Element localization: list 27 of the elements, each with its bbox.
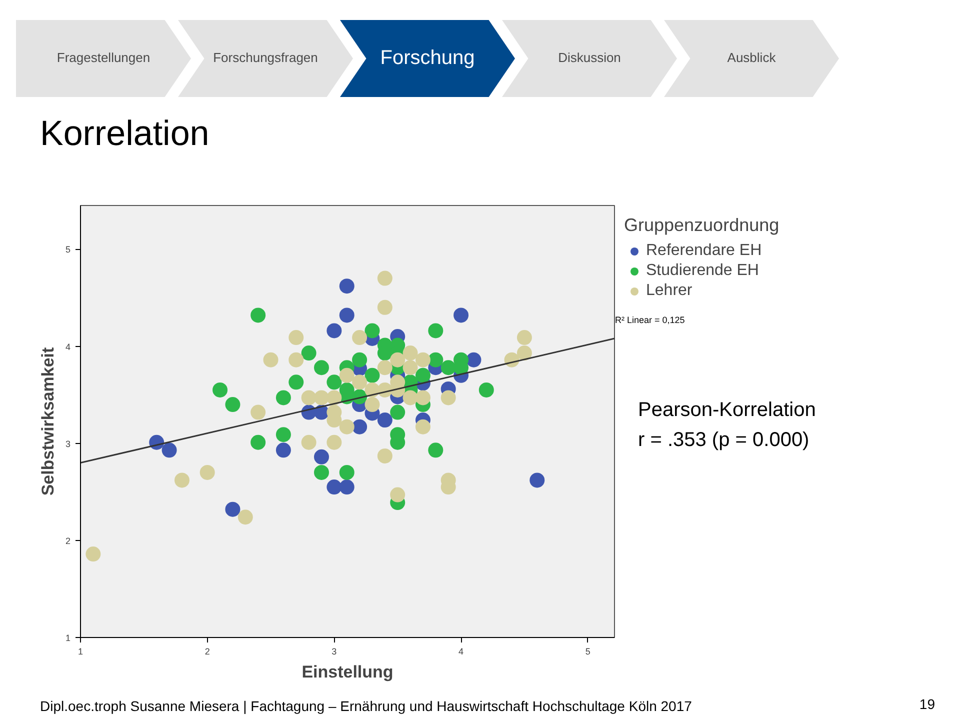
y-tick-label: 4 [65, 342, 71, 352]
x-tick-label: 3 [332, 646, 337, 656]
x-tick-label: 4 [458, 646, 464, 656]
y-axis-title: Selbstwirksamkeit [38, 346, 58, 496]
y-tick-label: 5 [65, 244, 71, 255]
legend-label: Studierende EH [646, 262, 759, 280]
text: Ausblick [664, 20, 839, 97]
text: r = .353 (p = 0.000) [638, 429, 810, 451]
text: Forschungsfragen [178, 20, 353, 97]
y-tick-label: 2 [65, 536, 71, 546]
text: 19 [919, 696, 935, 712]
text: Fragestellungen [16, 20, 191, 97]
text: Forschung [340, 20, 515, 97]
x-axis-title: Einstellung [302, 662, 394, 682]
legend-label: Referendare EH [646, 242, 762, 260]
chart-title: Korrelation [40, 114, 210, 153]
x-tick-label: 5 [585, 646, 590, 656]
text: Pearson-Korrelation [638, 399, 816, 421]
text: Diskussion [502, 20, 677, 97]
y-tick-label: 1 [65, 633, 71, 643]
annotation: R² Linear = 0,125 [615, 314, 685, 325]
text: Dipl.oec.troph Susanne Miesera | Fachtagung – Ernährung und Hauswirtschaft Hochschultage Köln 2017 [40, 698, 692, 714]
legend-title: Gruppenzuordnung [624, 215, 780, 236]
x-tick-label: 2 [204, 646, 210, 656]
x-tick-label: 1 [78, 646, 84, 656]
y-tick-label: 3 [65, 438, 71, 449]
legend-label: Lehrer [646, 282, 692, 300]
